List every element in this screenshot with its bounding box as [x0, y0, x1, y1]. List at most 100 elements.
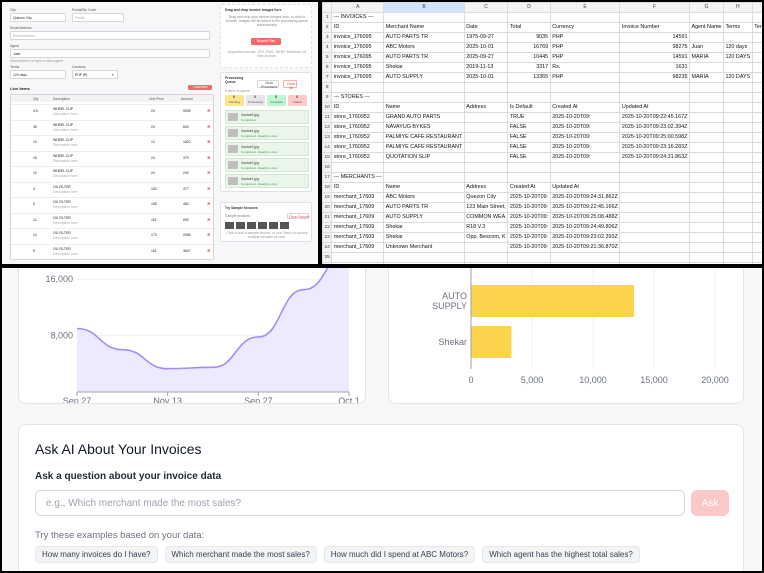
sheet-cell[interactable]: R18 V.3 — [463, 222, 509, 233]
sheet-cell[interactable]: AUTO SUPPLY — [383, 72, 465, 83]
sheet-cell[interactable]: Created At — [549, 102, 621, 113]
qty-cell[interactable]: 4 — [33, 186, 35, 191]
sheet-cell[interactable]: Invoice Number — [619, 22, 690, 33]
qty-cell[interactable]: 5 — [33, 202, 35, 206]
sheet-cell[interactable]: QUOTATION SLIP — [383, 152, 465, 163]
sheet-cell[interactable] — [751, 12, 762, 23]
sheet-cell[interactable]: Shekar — [383, 222, 465, 233]
description-cell[interactable]: OIL FILTER — [53, 184, 71, 189]
delete-row-icon[interactable]: ✖ — [207, 123, 211, 129]
sheet-cell[interactable] — [383, 12, 465, 23]
sheet-cell[interactable] — [751, 152, 762, 163]
sheet-cell[interactable]: 1631 — [619, 62, 690, 73]
sheet-cell[interactable]: invoice_176095 — [331, 32, 385, 43]
sheet-cell[interactable] — [331, 252, 385, 263]
row-number[interactable]: 1 — [322, 12, 333, 23]
row-number[interactable]: 3 — [322, 32, 333, 43]
more-icon[interactable]: ⋮ — [303, 163, 307, 167]
row-number[interactable]: 26 — [322, 262, 333, 264]
sheet-cell[interactable] — [751, 112, 762, 123]
sheet-cell[interactable]: 123 Main Street, — [463, 202, 509, 213]
sheet-cell[interactable]: invoice_176095 — [331, 62, 385, 73]
sheet-cell[interactable]: 1975-09-27 — [463, 32, 509, 43]
sheet-cell[interactable]: MARIA — [688, 72, 724, 83]
column-header-e[interactable]: E — [549, 2, 621, 13]
price-cell[interactable]: 115 — [151, 217, 157, 222]
sheet-cell[interactable] — [722, 162, 753, 173]
sheet-cell[interactable] — [549, 92, 621, 103]
row-number[interactable]: 20 — [322, 202, 333, 213]
price-cell[interactable]: 24 — [151, 109, 155, 113]
terms-input[interactable]: 120 days — [10, 70, 66, 79]
sheet-cell[interactable] — [549, 12, 621, 23]
sheet-cell[interactable] — [722, 32, 753, 43]
row-number[interactable]: 19 — [322, 192, 333, 203]
sheet-cell[interactable] — [463, 152, 509, 163]
agent-input[interactable]: Juan — [10, 49, 210, 58]
sheet-cell[interactable] — [688, 172, 724, 183]
sheet-cell[interactable] — [619, 162, 690, 173]
browse-files-button[interactable]: Browse Files — [251, 38, 281, 45]
price-cell[interactable]: 24 — [151, 124, 155, 129]
sheet-cell[interactable]: 2025-10-20T09:23:02.393Z — [549, 232, 621, 243]
sheet-cell[interactable]: Terms — [722, 22, 753, 33]
delete-row-icon[interactable]: ✖ — [207, 170, 211, 175]
sheet-cell[interactable] — [722, 132, 753, 143]
sheet-cell[interactable] — [619, 212, 690, 223]
sheet-cell[interactable] — [549, 252, 621, 263]
column-header-g[interactable]: G — [688, 2, 724, 13]
row-number[interactable]: 11 — [322, 112, 333, 123]
delete-row-icon[interactable]: ✖ — [207, 108, 211, 113]
sheet-cell[interactable] — [463, 92, 509, 103]
sheet-cell[interactable]: 2025-10-20T09: — [507, 212, 551, 223]
row-number[interactable]: 21 — [322, 212, 333, 223]
sheet-cell[interactable]: Merchant Name — [383, 22, 465, 33]
qty-cell[interactable]: 5 — [33, 248, 35, 253]
sheet-cell[interactable]: Updated At — [619, 102, 690, 113]
description-cell[interactable]: WHEEL CUP — [53, 107, 74, 111]
sheet-cell[interactable]: ID — [331, 22, 385, 33]
sheet-cell[interactable]: 120 — [751, 42, 762, 53]
sheet-cell[interactable] — [751, 122, 762, 133]
sheet-cell[interactable]: --- STORES --- — [331, 92, 385, 103]
sheet-cell[interactable]: 2025-10-01 — [463, 72, 509, 83]
sheet-cell[interactable]: merchant_17609 — [331, 202, 385, 213]
sheet-cell[interactable]: 120 — [751, 72, 762, 83]
sheet-cell[interactable] — [722, 182, 753, 193]
sheet-cell[interactable] — [688, 12, 724, 23]
sheet-cell[interactable] — [751, 232, 762, 243]
sheet-cell[interactable] — [331, 82, 385, 93]
sheet-cell[interactable]: Juan — [688, 42, 724, 53]
sheet-cell[interactable] — [688, 232, 724, 243]
sheet-cell[interactable]: 2025-10-20T09: — [507, 222, 551, 233]
description-cell[interactable]: OIL FILTER — [53, 200, 71, 204]
sheet-cell[interactable]: store_1760952 — [331, 112, 385, 123]
sheet-cell[interactable]: 2025-10-20T09: — [549, 132, 621, 143]
sheet-cell[interactable]: Currency — [549, 22, 621, 33]
price-cell[interactable]: 12 — [151, 140, 155, 144]
delete-row-icon[interactable]: ✖ — [207, 139, 211, 144]
sheet-cell[interactable] — [619, 252, 690, 263]
sheet-cell[interactable] — [688, 142, 724, 153]
sheet-cell[interactable]: merchant_17609 — [331, 242, 385, 253]
sheet-cell[interactable] — [722, 222, 753, 233]
sheet-cell[interactable]: Agent Name — [688, 22, 724, 33]
sheet-cell[interactable] — [507, 172, 551, 183]
sheet-cell[interactable] — [688, 82, 724, 93]
ask-question-input[interactable] — [35, 490, 685, 516]
sheet-cell[interactable]: PHP — [549, 72, 621, 83]
sheet-cell[interactable] — [751, 142, 762, 153]
sample-thumb[interactable] — [247, 222, 256, 229]
sheet-cell[interactable] — [688, 212, 724, 223]
sheet-cell[interactable]: Name — [383, 102, 465, 113]
sheet-cell[interactable]: Name — [383, 182, 465, 193]
sample-thumb[interactable] — [258, 222, 267, 229]
sheet-cell[interactable]: Created At — [507, 182, 551, 193]
sheet-cell[interactable]: GRAND AUTO PARTS — [383, 112, 465, 123]
sheet-cell[interactable]: merchant_17609 — [331, 232, 385, 243]
row-number[interactable]: 5 — [322, 52, 333, 63]
sheet-cell[interactable]: 2025-09-27 — [463, 52, 509, 63]
sheet-cell[interactable]: store_1760952 — [331, 132, 385, 143]
sheet-cell[interactable]: ID — [331, 182, 385, 193]
sheet-cell[interactable] — [331, 162, 385, 173]
